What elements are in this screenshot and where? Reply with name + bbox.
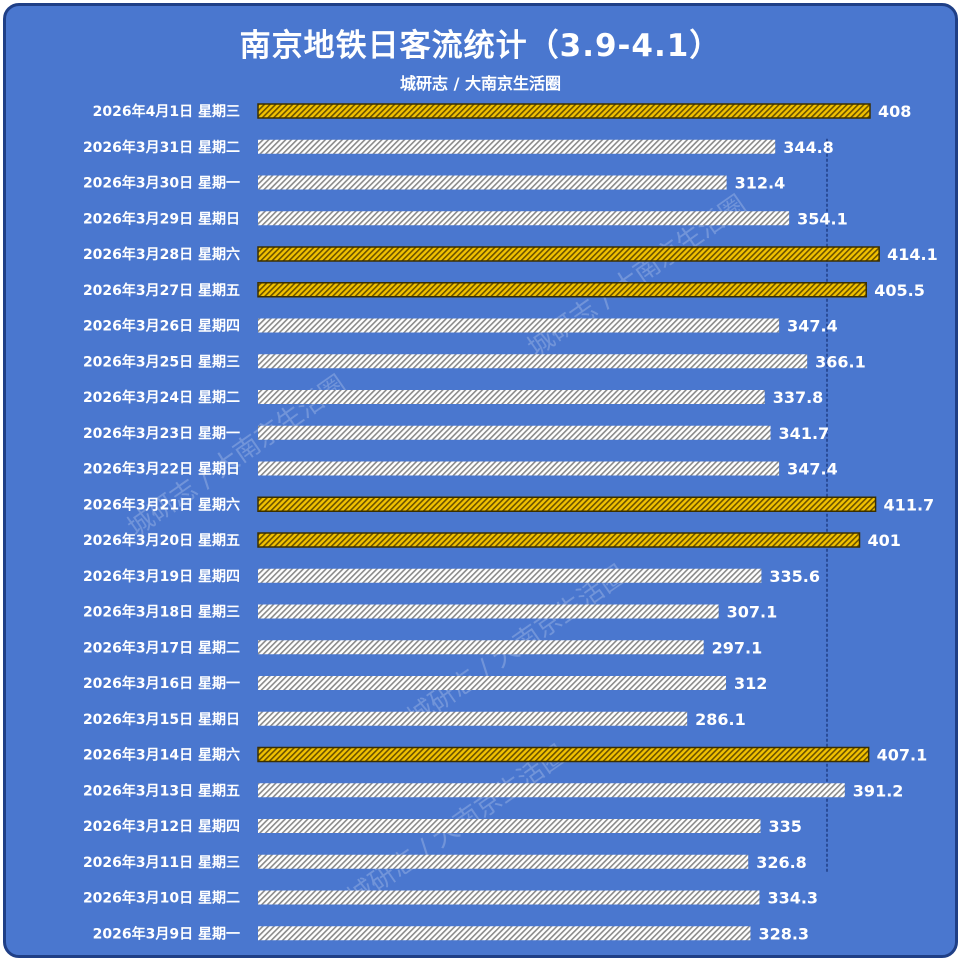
category-label: 2026年3月14日 星期六 <box>83 747 240 764</box>
bar-highlight <box>257 532 861 548</box>
category-label: 2026年3月22日 星期日 <box>83 461 240 478</box>
bar <box>258 640 704 655</box>
value-label: 286.1 <box>695 710 746 729</box>
bar <box>258 211 790 226</box>
bar-highlight <box>257 103 871 119</box>
value-label: 347.4 <box>787 460 838 479</box>
chart-subtitle: 城研志 / 大南京生活圈 <box>400 74 561 93</box>
chart-title: 南京地铁日客流统计（3.9-4.1） <box>239 28 722 64</box>
value-label: 391.2 <box>853 781 904 800</box>
value-label: 341.7 <box>779 424 830 443</box>
bar <box>258 175 727 190</box>
bar <box>258 139 776 154</box>
category-label: 2026年3月20日 星期五 <box>83 532 240 549</box>
bar <box>258 461 780 476</box>
value-label: 337.8 <box>773 388 824 407</box>
value-label: 407.1 <box>877 746 928 765</box>
category-label: 2026年4月1日 星期三 <box>93 103 240 120</box>
value-label: 312.4 <box>735 174 786 193</box>
value-label: 335.6 <box>769 567 820 586</box>
category-label: 2026年3月17日 星期二 <box>83 639 240 656</box>
category-label: 2026年3月23日 星期一 <box>83 425 240 442</box>
value-label: 366.1 <box>815 352 866 371</box>
bar <box>258 354 808 369</box>
bar-highlight <box>257 496 877 512</box>
bar <box>258 318 780 333</box>
value-label: 408 <box>878 102 911 121</box>
bar <box>258 854 749 869</box>
category-label: 2026年3月11日 星期三 <box>83 854 240 871</box>
value-label: 414.1 <box>887 245 938 264</box>
category-label: 2026年3月16日 星期一 <box>83 675 240 692</box>
value-label: 297.1 <box>712 638 763 657</box>
value-label: 307.1 <box>727 603 778 622</box>
bar <box>258 568 762 583</box>
bar <box>258 711 688 726</box>
category-label: 2026年3月30日 星期一 <box>83 175 240 192</box>
category-label: 2026年3月18日 星期三 <box>83 604 240 621</box>
bar-highlight <box>257 246 880 262</box>
bar <box>258 783 845 798</box>
value-label: 401 <box>868 531 901 550</box>
bar <box>258 390 765 404</box>
category-label: 2026年3月29日 星期日 <box>83 210 240 227</box>
category-label: 2026年3月15日 星期日 <box>83 711 240 728</box>
category-label: 2026年3月26日 星期四 <box>83 318 240 335</box>
category-label: 2026年3月13日 星期五 <box>83 782 240 799</box>
value-label: 334.3 <box>767 889 818 908</box>
value-label: 354.1 <box>797 209 848 228</box>
bar <box>258 819 761 833</box>
value-label: 335 <box>769 817 802 836</box>
value-label: 411.7 <box>884 495 935 514</box>
category-label: 2026年3月19日 星期四 <box>83 568 240 585</box>
category-label: 2026年3月27日 星期五 <box>83 282 240 299</box>
category-label: 2026年3月10日 星期二 <box>83 890 240 907</box>
value-label: 344.8 <box>783 138 834 157</box>
bar <box>258 926 751 941</box>
value-label: 328.3 <box>758 924 809 943</box>
category-label: 2026年3月24日 星期二 <box>83 389 240 406</box>
category-label: 2026年3月28日 星期六 <box>83 246 240 263</box>
category-label: 2026年3月31日 星期二 <box>83 139 240 156</box>
bar-highlight <box>257 282 867 298</box>
value-label: 326.8 <box>756 853 807 872</box>
bar <box>258 676 726 690</box>
category-label: 2026年3月12日 星期四 <box>83 818 240 835</box>
category-label: 2026年3月9日 星期一 <box>93 925 240 942</box>
category-label: 2026年3月25日 星期三 <box>83 353 240 370</box>
category-label: 2026年3月21日 星期六 <box>83 496 240 513</box>
bar-highlight <box>257 746 870 763</box>
value-label: 405.5 <box>874 281 925 300</box>
bar <box>258 425 771 440</box>
bar <box>258 890 760 905</box>
bar <box>258 604 719 619</box>
chart-frame: 南京地铁日客流统计（3.9-4.1） 城研志 / 大南京生活圈 城研志 / 大南… <box>3 3 958 958</box>
value-label: 347.4 <box>787 317 838 336</box>
value-label: 312 <box>734 674 767 693</box>
